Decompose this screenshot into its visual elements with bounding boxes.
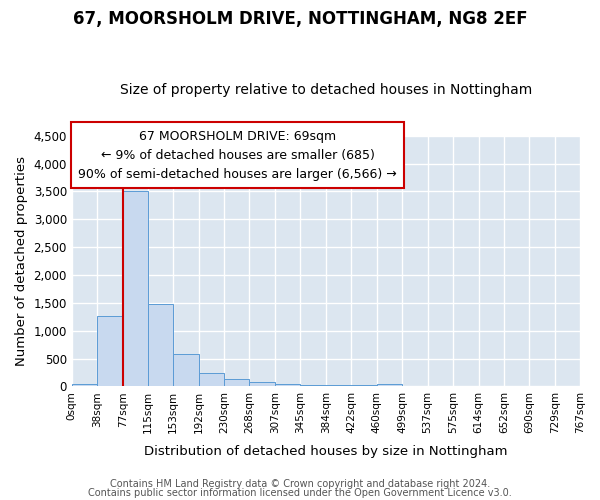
Title: Size of property relative to detached houses in Nottingham: Size of property relative to detached ho… — [120, 83, 532, 97]
Bar — [377, 384, 403, 386]
Bar — [173, 354, 199, 386]
Text: Contains HM Land Registry data © Crown copyright and database right 2024.: Contains HM Land Registry data © Crown c… — [110, 479, 490, 489]
Bar — [301, 384, 326, 386]
Text: 67 MOORSHOLM DRIVE: 69sqm
← 9% of detached houses are smaller (685)
90% of semi-: 67 MOORSHOLM DRIVE: 69sqm ← 9% of detach… — [78, 130, 397, 180]
Bar — [326, 384, 352, 386]
Bar — [148, 304, 173, 386]
Bar — [123, 192, 148, 386]
Text: 67, MOORSHOLM DRIVE, NOTTINGHAM, NG8 2EF: 67, MOORSHOLM DRIVE, NOTTINGHAM, NG8 2EF — [73, 10, 527, 28]
Bar — [224, 379, 250, 386]
Bar — [352, 384, 377, 386]
Bar — [72, 384, 97, 386]
Bar — [250, 382, 275, 386]
Bar — [97, 316, 123, 386]
Bar — [275, 384, 301, 386]
X-axis label: Distribution of detached houses by size in Nottingham: Distribution of detached houses by size … — [144, 444, 508, 458]
Text: Contains public sector information licensed under the Open Government Licence v3: Contains public sector information licen… — [88, 488, 512, 498]
Y-axis label: Number of detached properties: Number of detached properties — [15, 156, 28, 366]
Bar — [199, 373, 224, 386]
